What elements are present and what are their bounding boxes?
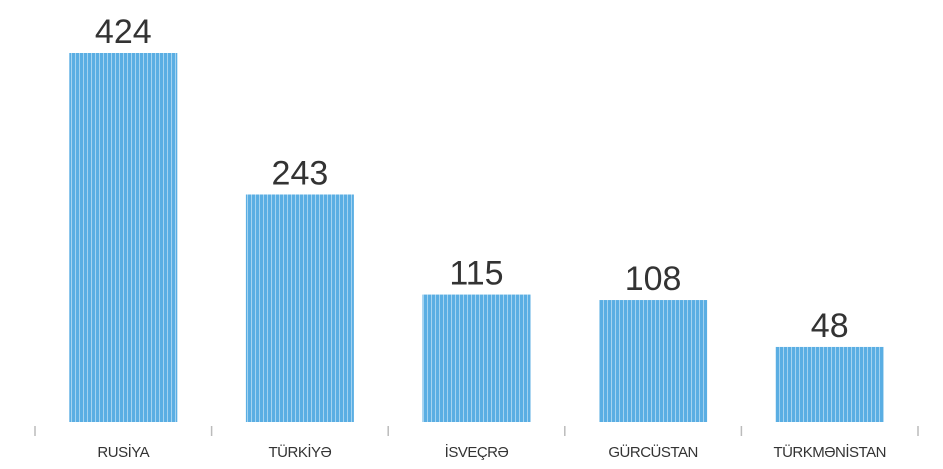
bar-texture [245,194,354,422]
x-tick-label: RUSİYA [97,443,149,461]
x-tick-label: GÜRCÜSTAN [608,443,697,461]
bar-texture [422,294,531,422]
bar-texture [775,346,884,422]
x-tick-label: İSVEÇRƏ [445,443,509,461]
x-tick-label: TÜRKİYƏ [269,443,332,461]
x-tick-label: TÜRKMƏNİSTAN [773,443,886,461]
value-label: 48 [811,307,849,345]
bar-texture [69,53,178,422]
value-label: 424 [95,13,152,51]
value-label: 115 [449,255,503,293]
value-label: 108 [625,260,682,298]
value-label: 243 [272,154,329,192]
bar-texture [599,300,708,422]
